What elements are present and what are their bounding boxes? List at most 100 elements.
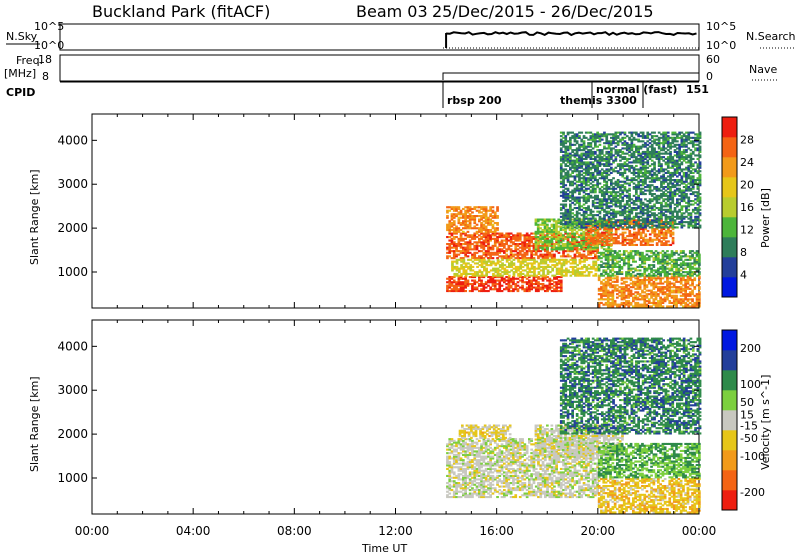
range-gate-cell bbox=[639, 207, 643, 210]
range-gate-cell bbox=[573, 198, 577, 201]
range-gate-cell bbox=[650, 193, 654, 196]
range-gate-cell bbox=[482, 225, 486, 228]
range-gate-cell bbox=[661, 260, 665, 263]
range-gate-cell bbox=[637, 222, 641, 225]
range-gate-cell bbox=[648, 154, 652, 157]
range-gate-cell bbox=[661, 253, 665, 256]
range-gate-cell bbox=[492, 269, 495, 272]
range-gate-cell bbox=[455, 288, 458, 291]
range-gate-cell bbox=[464, 246, 467, 249]
range-gate-cell bbox=[560, 262, 564, 265]
range-gate-cell bbox=[659, 300, 662, 303]
range-gate-cell bbox=[594, 260, 598, 263]
range-gate-cell bbox=[585, 267, 589, 270]
range-gate-cell bbox=[473, 248, 477, 251]
range-gate-cell bbox=[562, 180, 565, 183]
range-gate-cell bbox=[650, 277, 653, 280]
range-gate-cell bbox=[464, 206, 467, 209]
range-gate-cell bbox=[635, 193, 638, 196]
range-gate-cell bbox=[635, 215, 638, 218]
range-gate-cell bbox=[564, 187, 568, 190]
range-gate-cell bbox=[646, 163, 650, 166]
range-gate-cell bbox=[493, 237, 497, 240]
range-gate-cell bbox=[660, 219, 663, 222]
range-gate-cell bbox=[452, 284, 456, 287]
range-gate-cell bbox=[568, 246, 572, 249]
range-gate-cell bbox=[613, 262, 617, 265]
range-gate-cell bbox=[603, 210, 606, 213]
range-gate-cell bbox=[650, 255, 653, 258]
range-gate-cell bbox=[682, 289, 685, 292]
range-gate-cell bbox=[622, 257, 626, 260]
range-gate-cell bbox=[491, 232, 495, 235]
range-gate-cell bbox=[650, 267, 653, 270]
range-gate-cell bbox=[641, 175, 645, 178]
range-gate-cell bbox=[583, 274, 586, 277]
range-gate-cell bbox=[455, 272, 459, 275]
range-gate-cell bbox=[521, 262, 525, 265]
range-gate-cell bbox=[566, 246, 570, 249]
range-gate-cell bbox=[583, 271, 586, 274]
range-gate-cell bbox=[625, 221, 629, 224]
range-gate-cell bbox=[562, 136, 565, 139]
range-gate-cell bbox=[592, 238, 595, 241]
range-gate-cell bbox=[691, 279, 694, 282]
range-gate-cell bbox=[552, 220, 556, 223]
range-gate-cell bbox=[507, 276, 511, 279]
range-gate-cell bbox=[514, 246, 518, 249]
range-gate-cell bbox=[607, 201, 611, 204]
range-gate-cell bbox=[582, 198, 586, 201]
range-gate-cell bbox=[564, 194, 568, 197]
range-gate-cell bbox=[452, 276, 456, 279]
range-gate-cell bbox=[510, 262, 513, 265]
range-gate-cell bbox=[594, 166, 597, 169]
range-gate-cell bbox=[462, 281, 465, 284]
range-gate-cell bbox=[637, 198, 640, 201]
range-gate-cell bbox=[542, 262, 545, 265]
range-gate-cell bbox=[652, 291, 656, 294]
range-gate-cell bbox=[643, 286, 647, 289]
range-gate-cell bbox=[539, 236, 542, 239]
range-gate-cell bbox=[648, 238, 652, 241]
range-gate-cell bbox=[613, 258, 617, 261]
range-gate-cell bbox=[670, 251, 674, 254]
range-gate-cell bbox=[598, 164, 602, 167]
range-gate-cell bbox=[468, 244, 472, 247]
range-gate-cell bbox=[653, 138, 656, 141]
range-gate-cell bbox=[657, 272, 660, 275]
range-gate-cell bbox=[534, 234, 538, 237]
range-gate-cell bbox=[612, 136, 615, 139]
range-gate-cell bbox=[478, 257, 481, 260]
range-gate-cell bbox=[578, 157, 581, 160]
range-gate-cell bbox=[591, 138, 595, 141]
range-gate-cell bbox=[467, 262, 470, 265]
range-gate-cell bbox=[464, 271, 468, 274]
range-gate-cell bbox=[480, 215, 483, 218]
range-gate-cell bbox=[648, 198, 652, 201]
range-gate-cell bbox=[484, 229, 488, 232]
range-gate-cell bbox=[654, 284, 658, 287]
range-gate-cell bbox=[598, 157, 602, 160]
range-gate-cell bbox=[629, 264, 633, 267]
range-gate-cell bbox=[484, 244, 488, 247]
range-gate-cell bbox=[571, 136, 574, 139]
range-gate-cell bbox=[607, 224, 611, 227]
range-gate-cell bbox=[607, 194, 611, 197]
range-gate-cell bbox=[635, 212, 638, 215]
range-gate-cell bbox=[671, 242, 675, 245]
range-gate-cell bbox=[606, 291, 610, 294]
range-gate-cell bbox=[483, 267, 486, 270]
range-gate-cell bbox=[536, 243, 540, 246]
range-gate-cell bbox=[603, 131, 606, 134]
range-gate-cell bbox=[610, 179, 613, 182]
range-gate-cell bbox=[578, 175, 581, 178]
range-gate-cell bbox=[622, 287, 626, 290]
range-gate-cell bbox=[589, 150, 593, 153]
range-gate-cell bbox=[616, 284, 619, 287]
range-gate-cell bbox=[602, 253, 606, 256]
range-gate-cell bbox=[584, 200, 588, 203]
range-gate-cell bbox=[648, 215, 652, 218]
range-gate-cell bbox=[484, 220, 488, 223]
range-gate-cell bbox=[468, 234, 472, 237]
range-gate-cell bbox=[611, 269, 615, 272]
